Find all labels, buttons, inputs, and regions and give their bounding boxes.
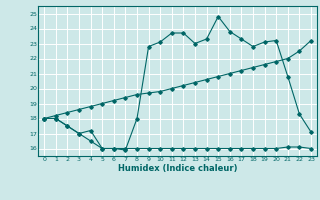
X-axis label: Humidex (Indice chaleur): Humidex (Indice chaleur) xyxy=(118,164,237,173)
